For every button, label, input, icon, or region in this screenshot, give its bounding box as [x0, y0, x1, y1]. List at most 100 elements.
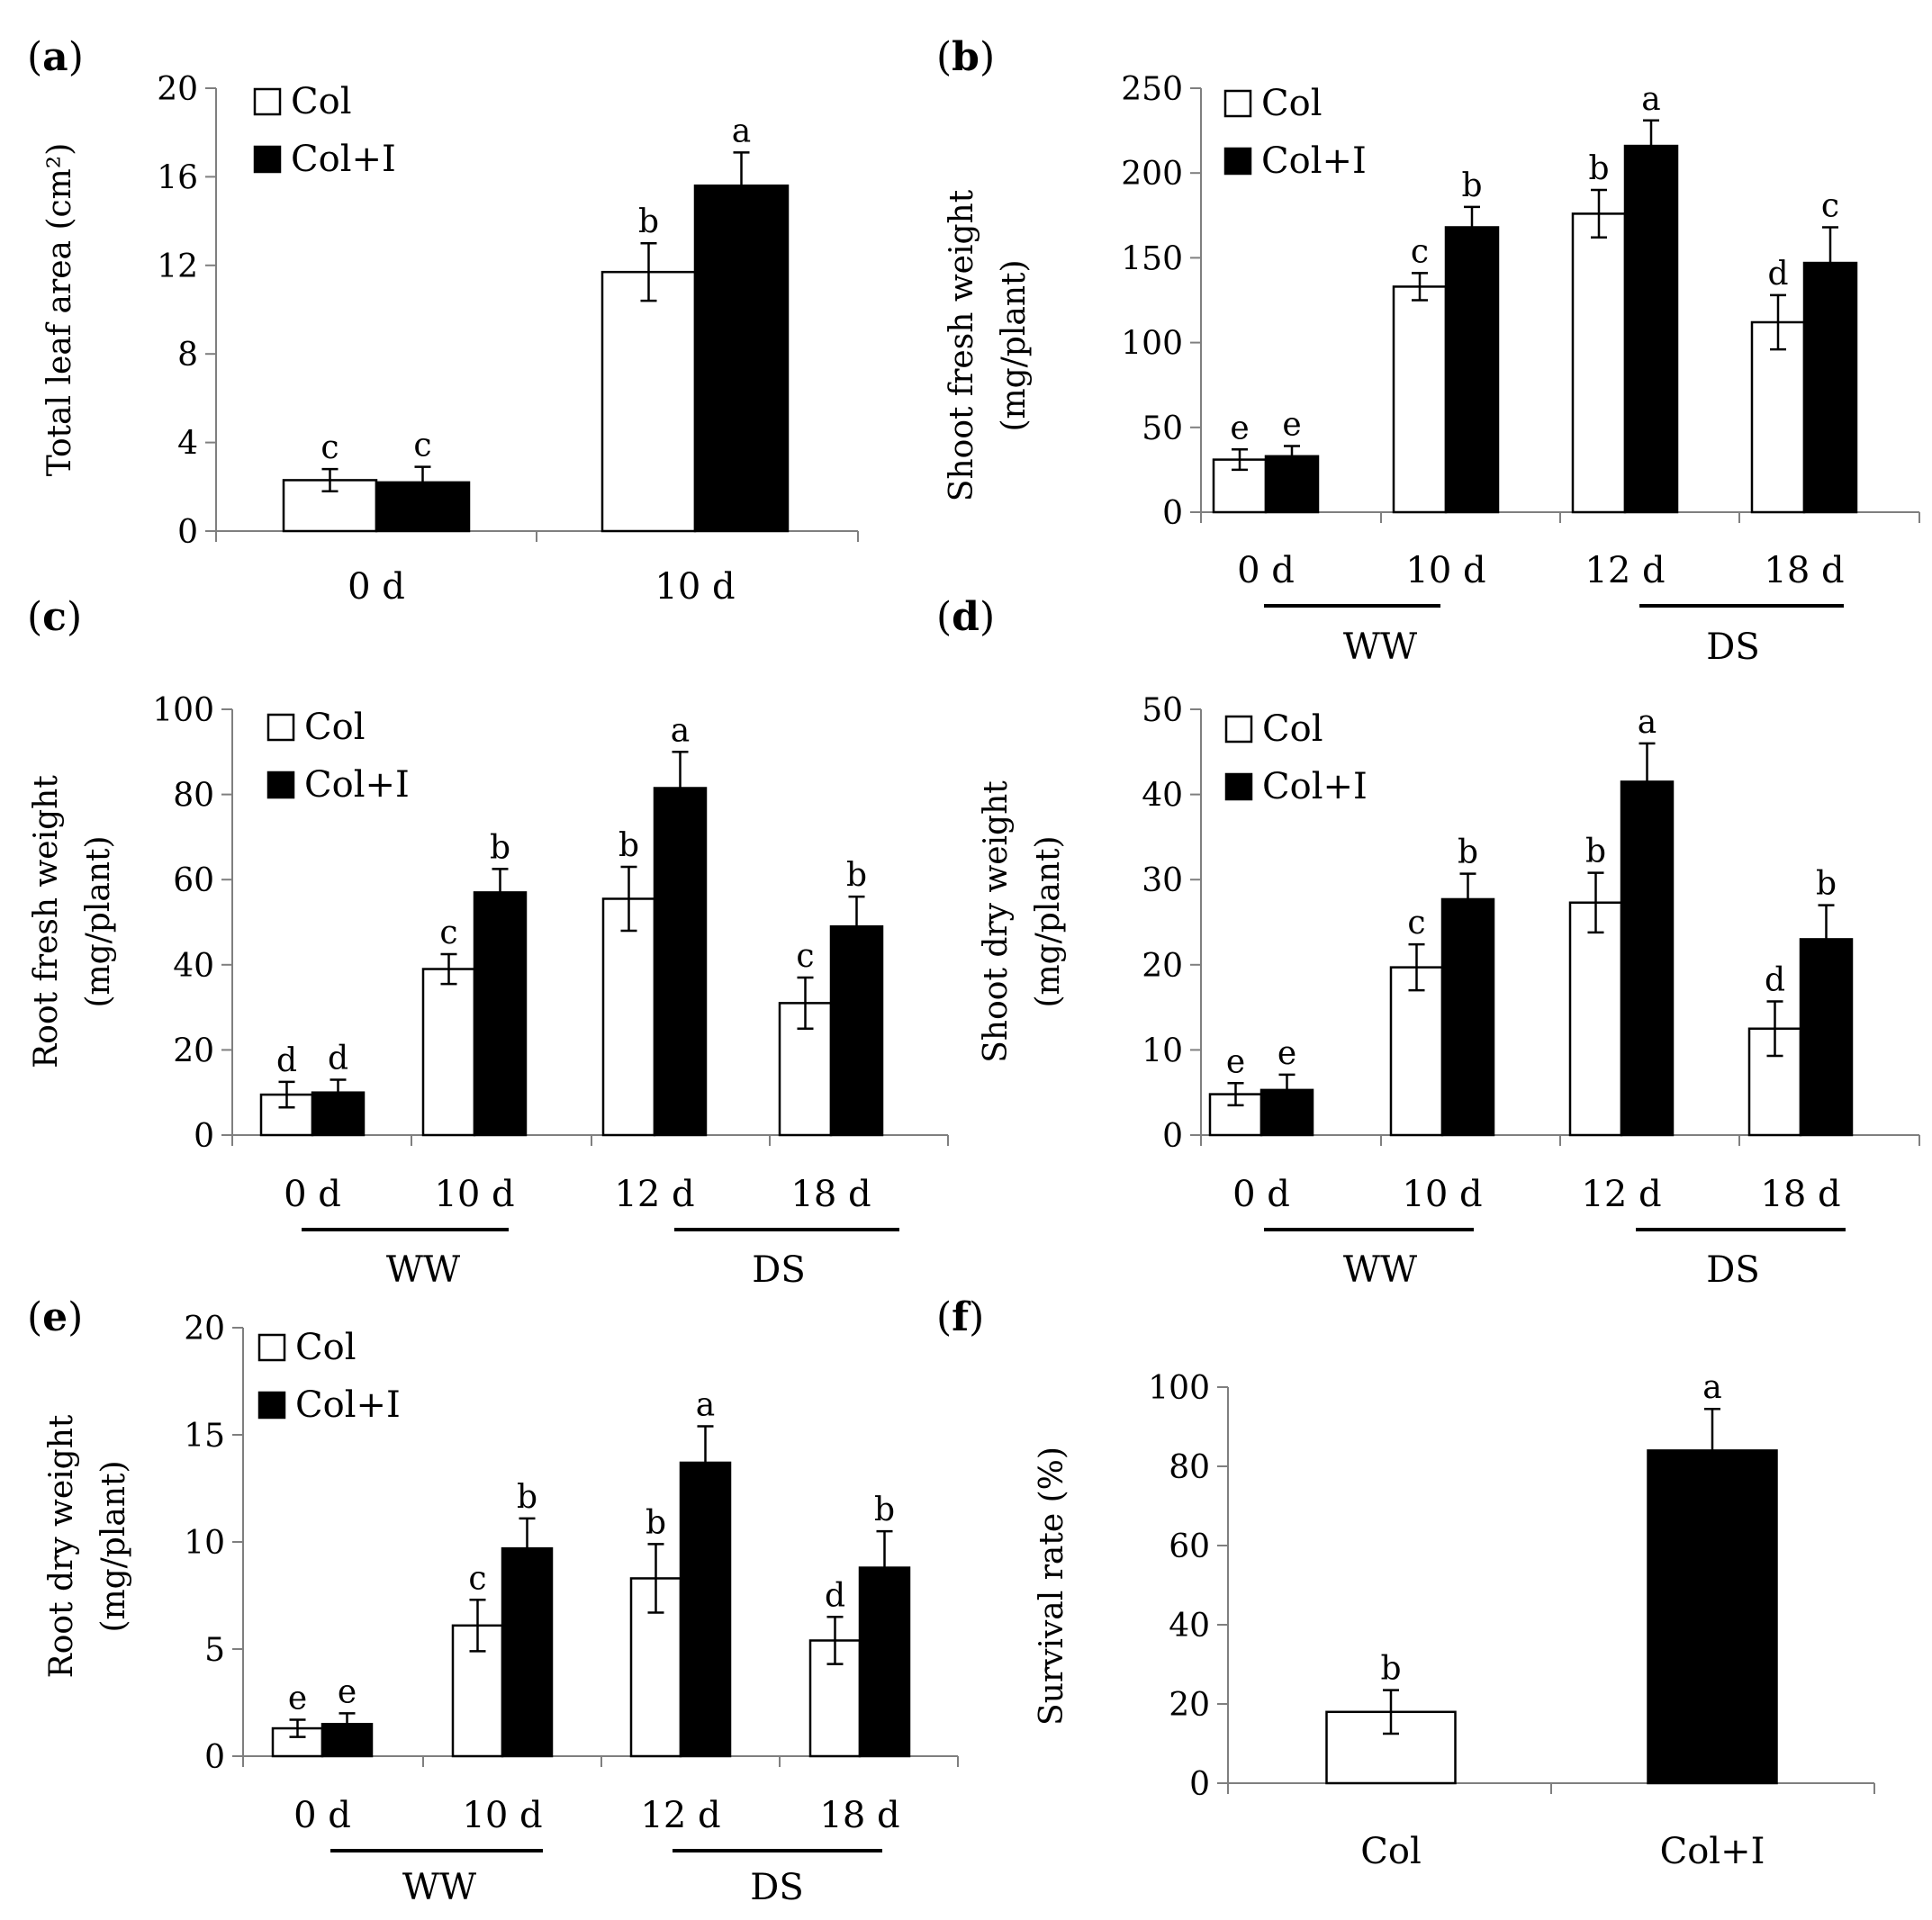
- error-bar: [876, 1529, 893, 1606]
- error-bar: [1227, 1082, 1244, 1107]
- error-bar: [1770, 293, 1786, 351]
- y-tick-label: 40: [1169, 1608, 1210, 1645]
- y-axis-label: Shoot fresh weight: [943, 189, 980, 501]
- significance-letter: c: [1407, 905, 1425, 942]
- legend-label-col-i: Col+I: [1262, 766, 1368, 807]
- error-bar: [1383, 1689, 1399, 1735]
- panel-label: (d): [936, 594, 995, 640]
- bar-col: [1750, 320, 1806, 514]
- group-label: WW: [402, 1867, 476, 1908]
- y-tick-label: 100: [152, 692, 214, 729]
- bar-col: [1568, 901, 1623, 1137]
- legend-label-col-i: Col+I: [304, 764, 410, 806]
- y-tick-label: 50: [1142, 410, 1183, 447]
- y-tick-label: 80: [1169, 1449, 1210, 1486]
- x-category-label: Col: [1360, 1831, 1421, 1872]
- y-axis-label: Total leaf area (cm²): [41, 143, 78, 477]
- error-bar: [1766, 1000, 1783, 1058]
- x-category-label: 12 d: [640, 1795, 720, 1836]
- significance-letter: e: [1230, 410, 1249, 446]
- bar-col-i: [679, 1461, 732, 1758]
- legend-label-col-i: Col+I: [1261, 140, 1367, 182]
- y-axis-label: Root fresh weight: [28, 775, 65, 1068]
- bar-col-i: [829, 924, 884, 1137]
- significance-letter: c: [1821, 187, 1839, 224]
- y-tick-label: 40: [173, 948, 214, 985]
- significance-letter: a: [732, 113, 751, 149]
- legend-swatch-col-i: [253, 145, 282, 174]
- y-tick-label: 0: [194, 1118, 214, 1155]
- y-tick-label: 16: [157, 159, 198, 196]
- error-bar: [1284, 445, 1300, 468]
- y-tick-label: 100: [1121, 326, 1183, 363]
- error-bar: [733, 151, 750, 221]
- y-tick-label: 60: [1169, 1528, 1210, 1565]
- bar-col: [1571, 212, 1627, 514]
- significance-letter: b: [1585, 834, 1606, 870]
- y-tick-label: 60: [173, 862, 214, 899]
- y-tick-label: 20: [184, 1311, 225, 1348]
- error-bar: [321, 467, 339, 492]
- x-category-label: Col+I: [1660, 1831, 1765, 1872]
- significance-letter: b: [1588, 150, 1609, 187]
- x-category-label: 18 d: [790, 1174, 871, 1215]
- panel-c: (c) 0 20 40 60 80 100 Root fresh weight (mg/plan…: [27, 594, 949, 1291]
- legend-swatch-col: [257, 1333, 286, 1362]
- y-tick-label: 10: [184, 1525, 225, 1562]
- error-bar: [826, 1616, 844, 1665]
- bar-col-i: [653, 787, 708, 1137]
- error-bar: [1459, 872, 1476, 926]
- y-tick-label: 0: [1189, 1766, 1210, 1803]
- significance-letter: a: [696, 1386, 715, 1423]
- group-label: DS: [1706, 626, 1759, 668]
- panel-a: (a) 0 4 8 12 16 20 Total leaf area (cm²) c b c a 0 d…: [27, 34, 859, 608]
- y-tick-label: 0: [177, 514, 198, 551]
- legend-label-col: Col: [304, 707, 365, 748]
- legend: Col Col+I: [257, 1327, 401, 1426]
- error-bar: [1818, 904, 1835, 975]
- significance-letter: b: [1380, 1651, 1401, 1688]
- error-bar: [1822, 226, 1838, 300]
- bar-col: [1392, 285, 1448, 514]
- y-tick-label: 0: [1162, 1118, 1183, 1155]
- y-axis-label-unit: (mg/plant): [95, 1460, 132, 1632]
- legend: Col Col+I: [1224, 708, 1368, 807]
- error-bar: [1587, 871, 1604, 934]
- y-tick-label: 30: [1142, 862, 1183, 899]
- significance-letter: b: [846, 857, 867, 894]
- group-label: WW: [1343, 1249, 1417, 1291]
- error-bar: [640, 241, 657, 302]
- legend-label-col-i: Col+I: [291, 139, 396, 180]
- significance-letter: d: [1767, 256, 1788, 293]
- x-category-label: 18 d: [1760, 1174, 1840, 1215]
- bar-col-i: [375, 481, 471, 533]
- x-category-label: 0 d: [1232, 1174, 1290, 1215]
- legend-swatch-col-i: [257, 1391, 286, 1420]
- significance-letter: b: [638, 203, 659, 240]
- legend-swatch-col-i: [1224, 772, 1253, 801]
- legend: Col Col+I: [253, 81, 396, 180]
- bar-col-i: [1647, 1449, 1778, 1785]
- error-bar: [339, 1712, 356, 1736]
- error-bar: [647, 1543, 664, 1614]
- x-category-label: 0 d: [284, 1174, 341, 1215]
- panel-f: (f) 0 20 40 60 80 100 Survival rate (%) b a Col Col…: [936, 1294, 1875, 1872]
- y-tick-label: 100: [1148, 1370, 1210, 1407]
- error-bar: [620, 865, 637, 933]
- significance-letter: e: [288, 1681, 307, 1717]
- group-label: WW: [1343, 626, 1417, 668]
- x-category-label: 18 d: [1764, 550, 1844, 591]
- bar-col-i: [693, 184, 790, 533]
- error-bar: [1464, 205, 1480, 249]
- x-category-label: 0 d: [348, 566, 405, 608]
- panel-b: (b) 0 50 100 150 200 250 Shoot fresh weight (mg/…: [936, 34, 1920, 668]
- error-bar: [1704, 1407, 1720, 1493]
- significance-letter: c: [468, 1560, 486, 1597]
- legend-swatch-col: [1224, 715, 1253, 744]
- y-tick-label: 4: [177, 426, 198, 463]
- significance-letter: a: [1638, 704, 1657, 741]
- error-bar: [1643, 119, 1659, 173]
- bar-col-i: [1444, 226, 1500, 514]
- y-tick-label: 0: [1162, 495, 1183, 532]
- significance-letter: b: [490, 829, 510, 866]
